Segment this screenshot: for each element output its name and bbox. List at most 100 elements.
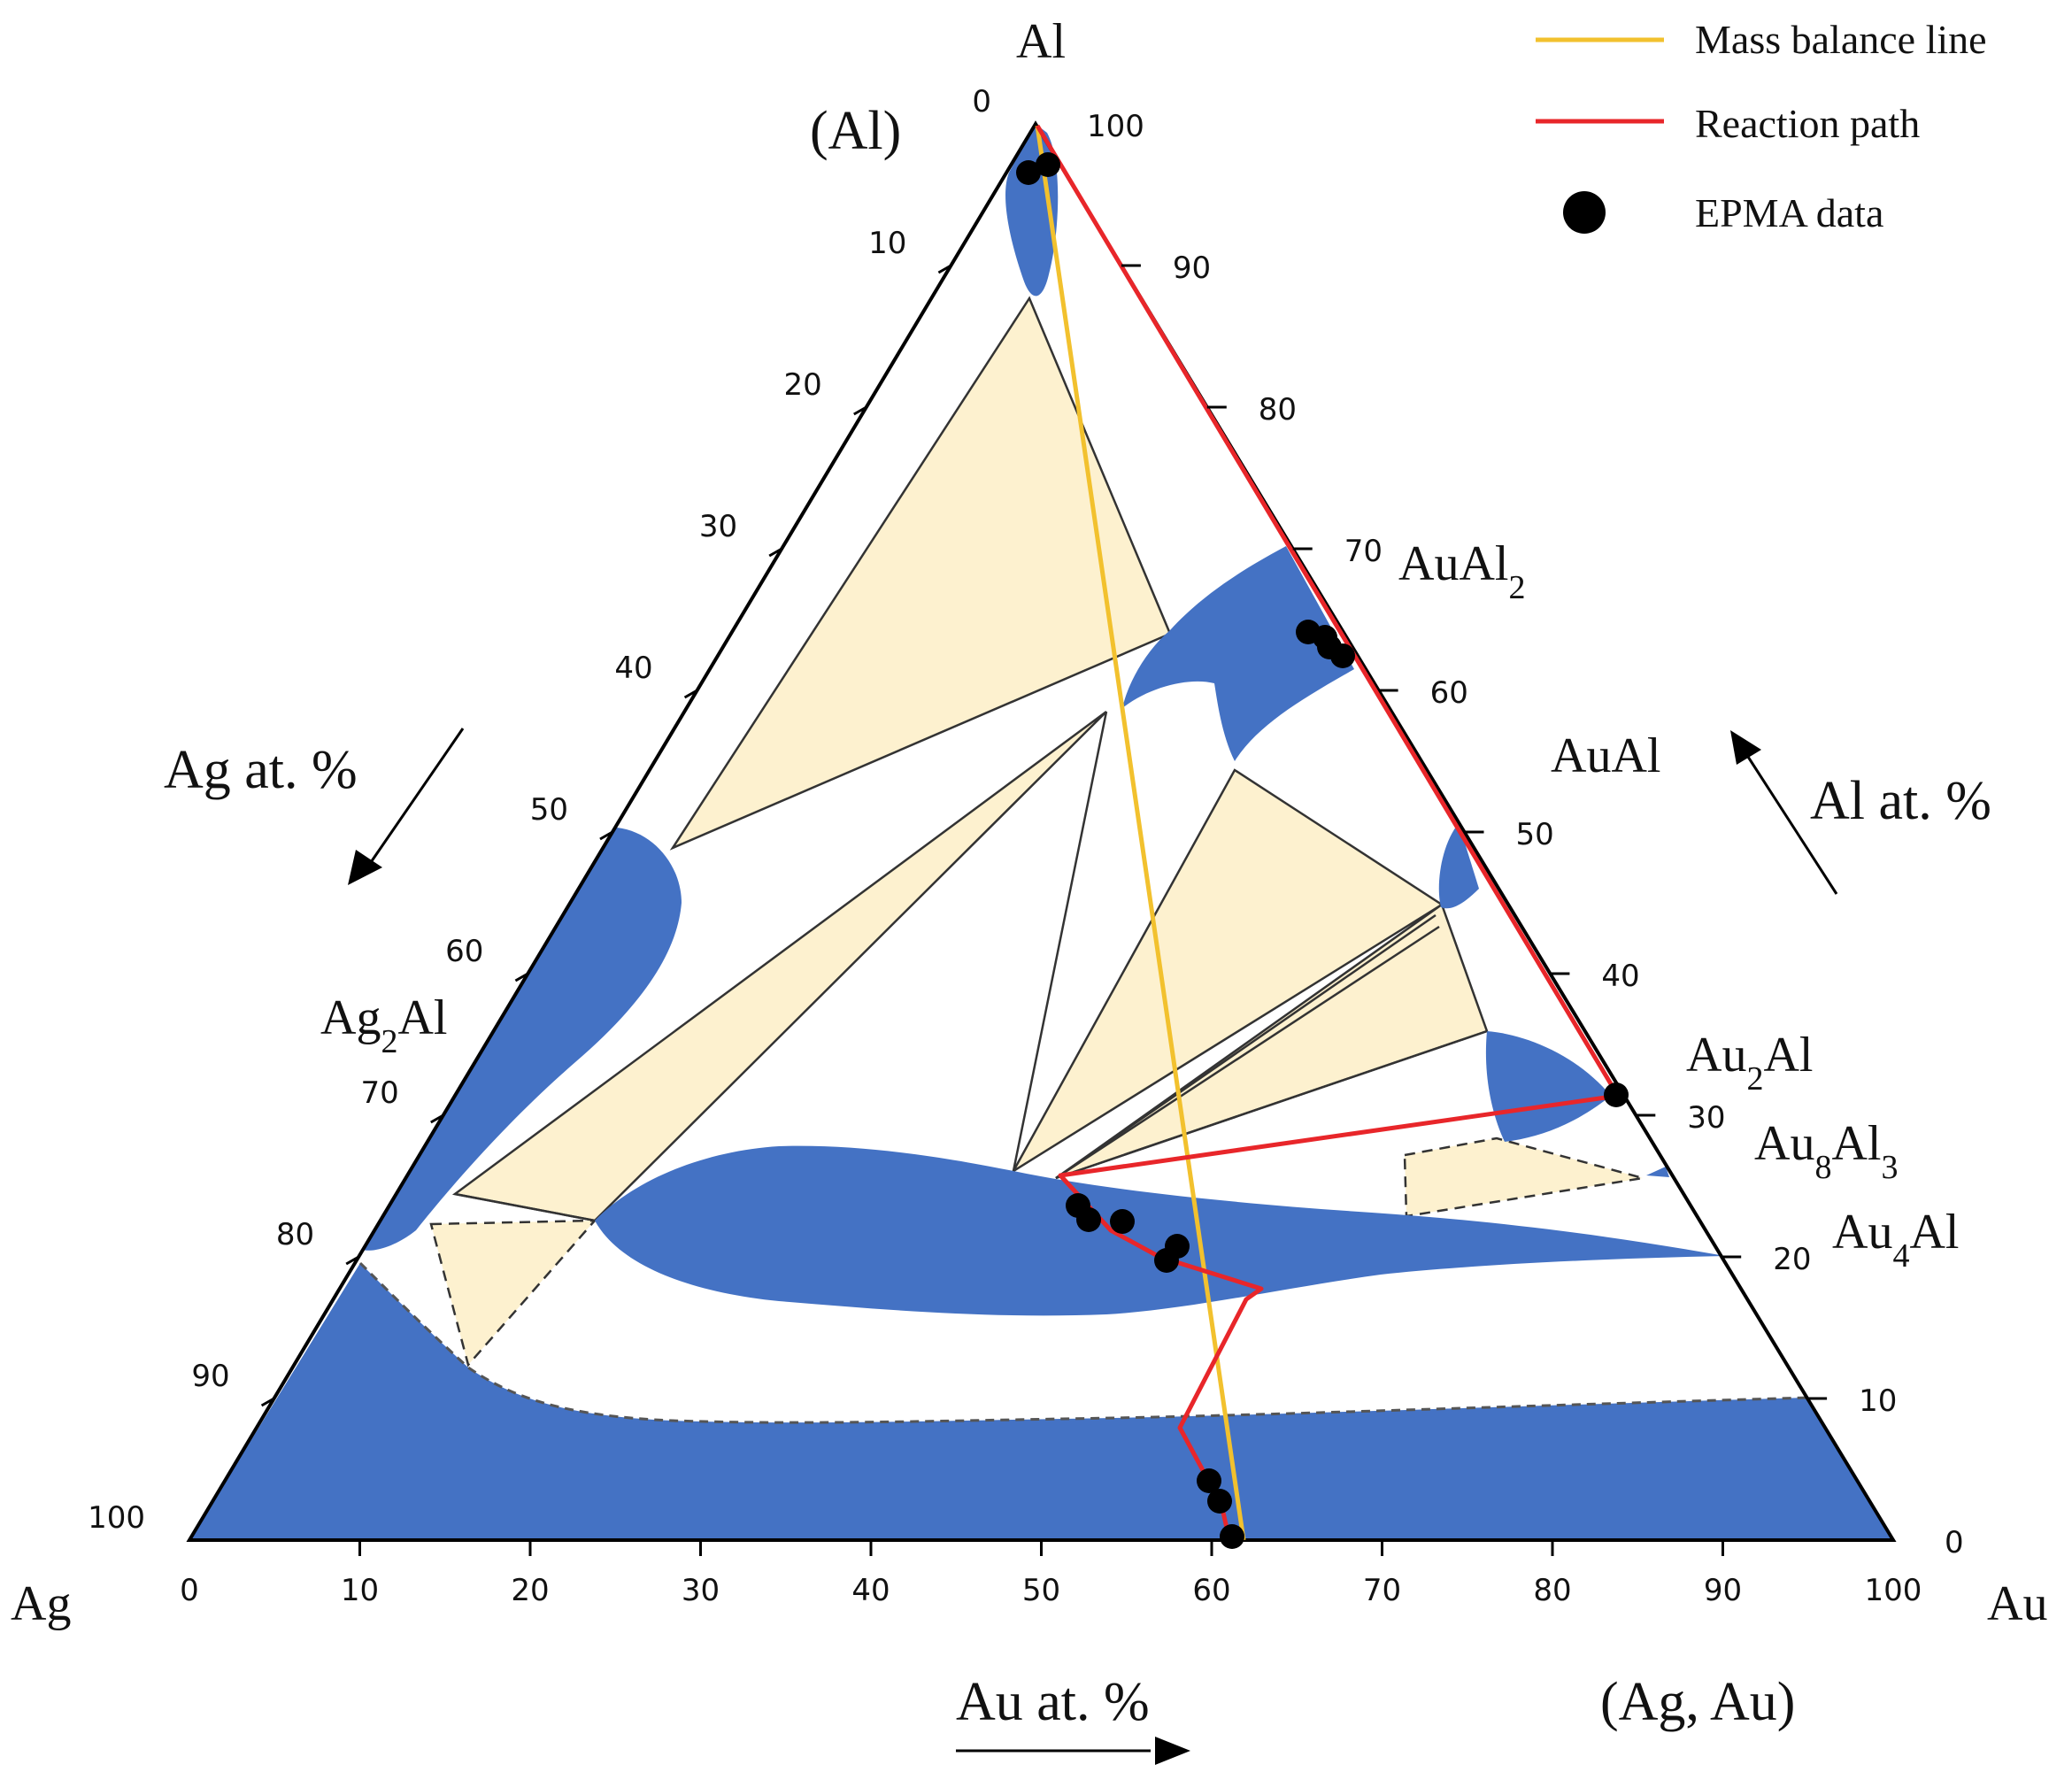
- right-tick-label: 70: [1344, 534, 1383, 569]
- left-tick: [260, 1397, 275, 1407]
- bottom-tick-label: 70: [1363, 1573, 1401, 1608]
- left-tick: [937, 264, 952, 274]
- bottom-axis-ticks: 0 10 20 30 40 50 60 70 80 90 100: [180, 1540, 1922, 1608]
- legend-swatch-epma: [1563, 191, 1606, 234]
- phase-region-au8al3: [1646, 1167, 1669, 1177]
- phase-regions: [189, 124, 1893, 1540]
- left-tick: [768, 547, 782, 558]
- epma-point: [1110, 1209, 1135, 1234]
- left-tick-label: 60: [445, 934, 483, 969]
- bottom-tick-label: 0: [180, 1573, 199, 1608]
- left-tick: [345, 1255, 359, 1266]
- bottom-tick-label: 30: [682, 1573, 720, 1608]
- corner-label-ag: Ag: [11, 1576, 71, 1631]
- right-tick-label: 30: [1687, 1100, 1725, 1136]
- left-tick-label: 0: [972, 84, 991, 119]
- axis-title-al-group: Al at. %: [1730, 730, 1991, 895]
- legend-label-epma: EPMA data: [1695, 190, 1883, 235]
- bottom-tick-label: 100: [1865, 1573, 1922, 1608]
- tie-triangles: [429, 296, 1644, 1368]
- axis-title-al: Al at. %: [1810, 771, 1991, 831]
- epma-point: [1330, 643, 1355, 668]
- epma-point: [1604, 1082, 1629, 1107]
- left-tick-label: 90: [191, 1359, 229, 1394]
- phase-region-ag2al: [363, 828, 682, 1251]
- tie-line: [1055, 925, 1440, 1180]
- legend-label-reaction-path: Reaction path: [1695, 101, 1920, 146]
- epma-point: [1076, 1207, 1101, 1232]
- axis-title-ag-group: Ag at. %: [164, 728, 465, 885]
- phase-label-aual2: AuAl2: [1398, 536, 1525, 606]
- bottom-tick-label: 60: [1192, 1573, 1230, 1608]
- right-tick-label: 80: [1259, 392, 1297, 428]
- tie-triangle-au-lower-right: [1403, 1136, 1644, 1218]
- phase-region-au4al: [595, 1145, 1725, 1316]
- al-direction-arrow: [1746, 756, 1838, 895]
- legend: Mass balance line Reaction path EPMA dat…: [1536, 17, 1987, 235]
- epma-point: [1165, 1234, 1190, 1259]
- left-tick-label: 100: [88, 1500, 145, 1536]
- bottom-tick-label: 50: [1022, 1573, 1060, 1608]
- right-axis-ticks: 0 10 20 30 40 50 60 70 80 90 100: [1087, 109, 1964, 1560]
- left-tick: [599, 830, 613, 841]
- phase-label-au2al: Au2Al: [1686, 1028, 1813, 1098]
- left-tick-label: 40: [614, 651, 652, 686]
- phase-label-ag2al: Ag2Al: [320, 990, 447, 1060]
- left-tick-label: 20: [784, 367, 822, 403]
- right-tick-label: 20: [1773, 1242, 1811, 1277]
- left-tick-label: 70: [361, 1075, 399, 1111]
- right-tick-label: 100: [1087, 109, 1144, 144]
- tie-lines: [454, 711, 1488, 1222]
- phase-label-aual: AuAl: [1551, 728, 1660, 783]
- right-tick-label: 50: [1516, 817, 1554, 852]
- au-arrowhead-icon: [1155, 1737, 1190, 1765]
- tie-line: [454, 1192, 596, 1222]
- phase-label-au4al: Au4Al: [1832, 1205, 1959, 1275]
- corner-label-al: Al: [1016, 14, 1066, 69]
- left-tick: [514, 972, 529, 982]
- left-tick: [430, 1113, 444, 1124]
- tie-line: [1055, 1029, 1488, 1180]
- right-tick-label: 0: [1945, 1525, 1964, 1560]
- epma-point: [1016, 160, 1041, 185]
- axis-title-ag: Ag at. %: [164, 740, 358, 800]
- epma-point: [1197, 1468, 1221, 1493]
- tie-triangle-al-aual2-ag2al: [669, 296, 1172, 851]
- ag-arrowhead-icon: [348, 850, 382, 885]
- tie-line: [1055, 913, 1437, 1180]
- phase-region-aual: [1438, 823, 1479, 909]
- bottom-tick-label: 40: [851, 1573, 890, 1608]
- right-tick-label: 90: [1173, 250, 1211, 286]
- tie-triangle-ag-lower-left: [429, 1219, 597, 1368]
- left-tick-label: 30: [699, 509, 737, 544]
- epma-point: [1220, 1524, 1244, 1549]
- epma-point: [1036, 152, 1060, 177]
- phase-region-ag-au-solid: [189, 1263, 1893, 1540]
- left-tick-label: 80: [276, 1217, 314, 1252]
- bottom-tick-label: 10: [341, 1573, 379, 1608]
- left-tick: [853, 405, 867, 416]
- axis-title-au: Au at. %: [956, 1672, 1150, 1732]
- right-tick-label: 40: [1601, 959, 1639, 994]
- legend-label-mass-balance: Mass balance line: [1695, 17, 1987, 62]
- right-tick-label: 60: [1430, 675, 1468, 711]
- phase-region-au2al: [1485, 1031, 1611, 1142]
- tie-line: [1012, 711, 1108, 1172]
- reaction-path: [1035, 124, 1621, 1537]
- bottom-tick-label: 90: [1704, 1573, 1742, 1608]
- left-axis-ticks: 0 10 20 30 40 50 60 70 80 90 100: [88, 84, 991, 1536]
- axis-title-au-group: Au at. %: [956, 1672, 1190, 1765]
- left-tick: [683, 689, 698, 699]
- corner-label-au: Au: [1987, 1576, 2047, 1631]
- epma-data-points: [1016, 152, 1629, 1549]
- mass-balance-line: [1035, 125, 1246, 1541]
- phase-region-aual2: [1122, 546, 1354, 761]
- right-tick-label: 10: [1859, 1383, 1897, 1419]
- phase-label-ag-au-solid: (Ag, Au): [1600, 1672, 1795, 1732]
- tie-triangle-aual2-aual-au4al: [1010, 768, 1444, 1175]
- ag-direction-arrow: [366, 728, 465, 868]
- epma-point: [1207, 1489, 1232, 1514]
- left-tick-label: 10: [868, 226, 906, 261]
- phase-label-al-solid: (Al): [810, 101, 901, 161]
